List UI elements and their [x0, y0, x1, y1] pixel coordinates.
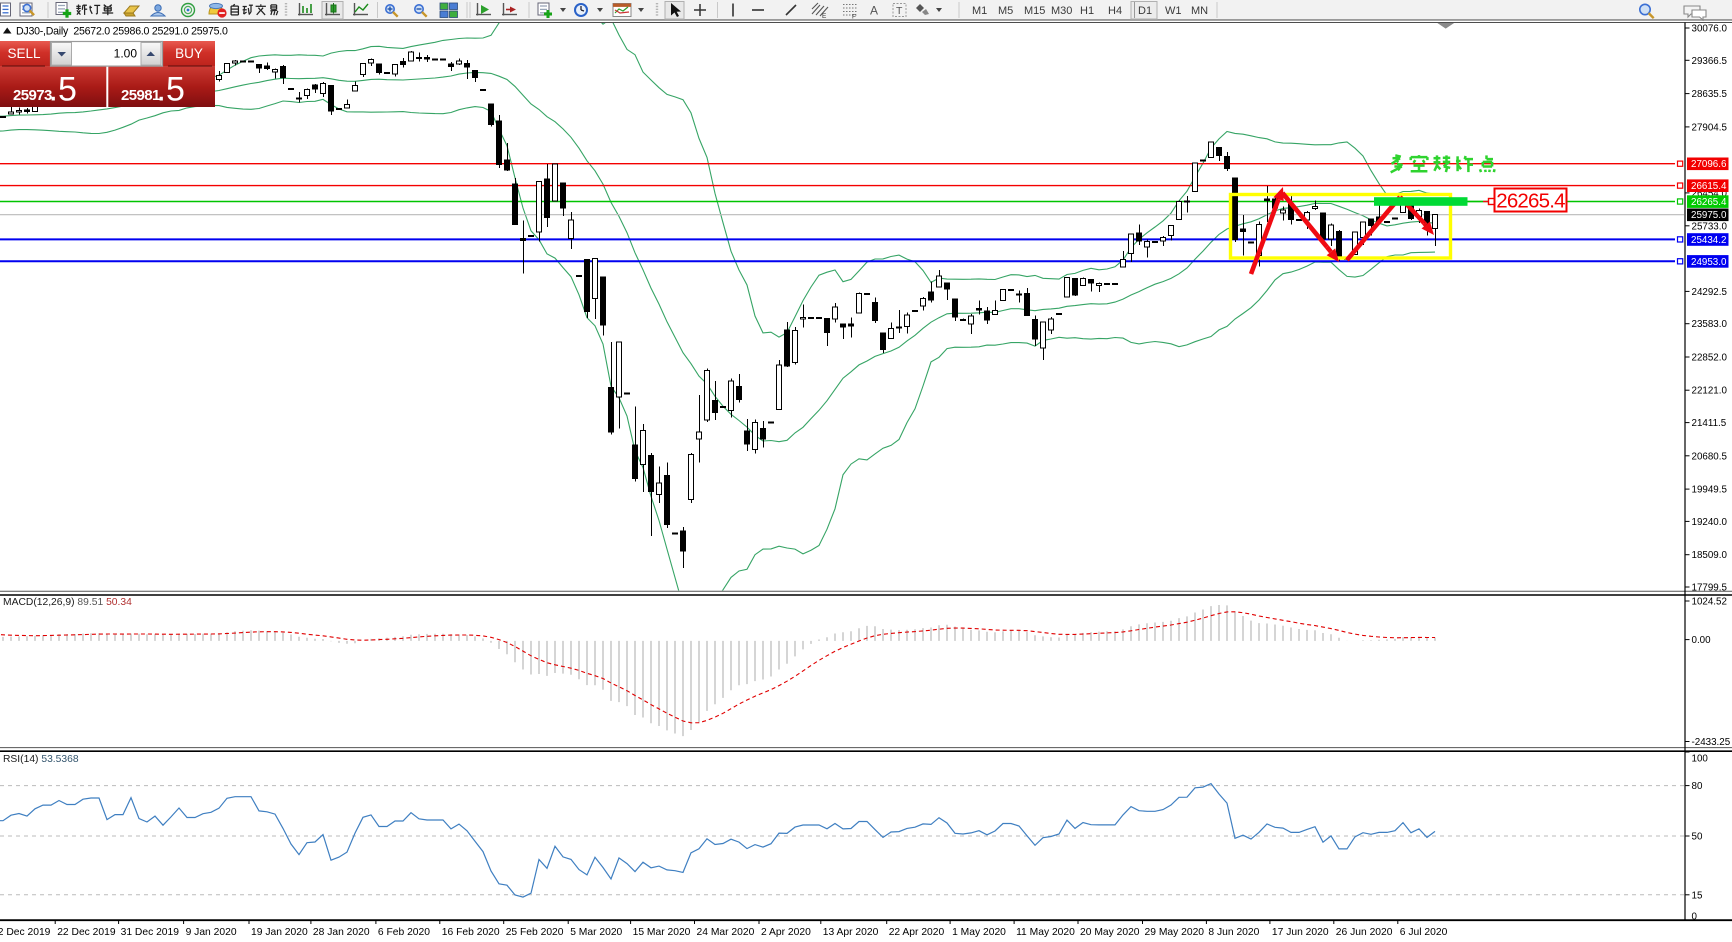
svg-text:SELL: SELL	[7, 46, 41, 61]
svg-text:1.00: 1.00	[114, 47, 138, 61]
svg-text:27904.5: 27904.5	[1692, 122, 1728, 133]
svg-text:13 Apr 2020: 13 Apr 2020	[823, 927, 879, 938]
svg-text:22852.0: 22852.0	[1692, 353, 1728, 364]
svg-text:20680.5: 20680.5	[1692, 451, 1728, 462]
svg-text:19 Jan 2020: 19 Jan 2020	[251, 927, 308, 938]
svg-text:DJ30-,Daily 25672.0 25986.0 2: DJ30-,Daily 25672.0 25986.0 25291.0 2597…	[16, 26, 228, 38]
svg-text:12 Dec 2019: 12 Dec 2019	[0, 927, 51, 938]
svg-text:T: T	[896, 5, 903, 17]
svg-text:31 Dec 2019: 31 Dec 2019	[121, 927, 180, 938]
svg-text:28635.5: 28635.5	[1692, 89, 1728, 100]
svg-text:80: 80	[1692, 781, 1703, 792]
svg-text:M15: M15	[1024, 5, 1045, 17]
svg-text:21411.5: 21411.5	[1692, 418, 1727, 429]
svg-text:.5: .5	[49, 71, 77, 109]
svg-text:26615.4: 26615.4	[1691, 181, 1727, 192]
svg-text:25981: 25981	[121, 87, 160, 104]
svg-text:RSI(14) 53.5368: RSI(14) 53.5368	[3, 754, 79, 765]
svg-text:M30: M30	[1051, 5, 1072, 17]
svg-text:19949.5: 19949.5	[1692, 485, 1728, 496]
svg-text:25975.0: 25975.0	[1691, 210, 1727, 221]
svg-text:M1: M1	[972, 5, 987, 17]
svg-text:50: 50	[1692, 832, 1703, 843]
svg-text:BUY: BUY	[175, 46, 203, 61]
svg-text:19240.0: 19240.0	[1692, 517, 1728, 528]
svg-text:25733.0: 25733.0	[1692, 221, 1728, 232]
svg-text:5 Mar 2020: 5 Mar 2020	[570, 927, 622, 938]
svg-text:24292.5: 24292.5	[1692, 287, 1728, 298]
svg-text:H4: H4	[1108, 5, 1122, 17]
svg-text:-2433.25: -2433.25	[1692, 737, 1731, 748]
svg-text:17799.5: 17799.5	[1692, 583, 1728, 594]
svg-text:25 Feb 2020: 25 Feb 2020	[506, 927, 564, 938]
svg-text:27096.6: 27096.6	[1691, 159, 1727, 170]
svg-text:MACD(12,26,9) 89.51 50.34: MACD(12,26,9) 89.51 50.34	[3, 597, 132, 608]
svg-text:18509.0: 18509.0	[1692, 550, 1728, 561]
svg-text:24953.0: 24953.0	[1691, 257, 1727, 268]
svg-text:MN: MN	[1191, 5, 1208, 17]
svg-text:16 Feb 2020: 16 Feb 2020	[442, 927, 500, 938]
svg-text:30076.0: 30076.0	[1692, 24, 1728, 35]
svg-text:E: E	[822, 13, 827, 20]
svg-text:29366.5: 29366.5	[1692, 56, 1728, 67]
svg-text:26265.4: 26265.4	[1691, 197, 1727, 208]
svg-text:0.00: 0.00	[1692, 635, 1712, 646]
svg-text:6 Feb 2020: 6 Feb 2020	[378, 927, 430, 938]
svg-text:25434.2: 25434.2	[1691, 235, 1726, 246]
svg-text:25973: 25973	[13, 87, 52, 104]
svg-text:100: 100	[1692, 754, 1709, 765]
svg-text:26265.4: 26265.4	[1496, 190, 1565, 213]
svg-text:H1: H1	[1080, 5, 1094, 17]
svg-text:0: 0	[1692, 912, 1698, 923]
svg-text:2 Apr 2020: 2 Apr 2020	[761, 927, 811, 938]
svg-text:1 May 2020: 1 May 2020	[952, 927, 1006, 938]
svg-text:F: F	[852, 14, 856, 21]
svg-text:.5: .5	[157, 71, 185, 109]
svg-text:6 Jul 2020: 6 Jul 2020	[1400, 927, 1448, 938]
svg-text:17 Jun 2020: 17 Jun 2020	[1272, 927, 1329, 938]
svg-text:26 Jun 2020: 26 Jun 2020	[1336, 927, 1393, 938]
svg-text:15 Mar 2020: 15 Mar 2020	[633, 927, 691, 938]
svg-text:M5: M5	[998, 5, 1013, 17]
svg-text:20 May 2020: 20 May 2020	[1080, 927, 1140, 938]
svg-text:26454.0: 26454.0	[1692, 188, 1728, 199]
svg-text:D1: D1	[1138, 5, 1152, 17]
svg-text:22121.0: 22121.0	[1692, 386, 1728, 397]
svg-text:A: A	[870, 4, 878, 18]
svg-text:11 May 2020: 11 May 2020	[1016, 927, 1075, 938]
svg-text:29 May 2020: 29 May 2020	[1145, 927, 1205, 938]
svg-text:9 Jan 2020: 9 Jan 2020	[186, 927, 237, 938]
svg-text:28 Jan 2020: 28 Jan 2020	[313, 927, 370, 938]
svg-text:8 Jun 2020: 8 Jun 2020	[1208, 927, 1259, 938]
svg-text:15: 15	[1692, 890, 1703, 901]
svg-text:1024.52: 1024.52	[1692, 597, 1727, 608]
svg-text:22 Dec 2019: 22 Dec 2019	[57, 927, 116, 938]
svg-text:23583.0: 23583.0	[1692, 319, 1728, 330]
svg-text:24 Mar 2020: 24 Mar 2020	[697, 927, 755, 938]
svg-text:22 Apr 2020: 22 Apr 2020	[889, 927, 945, 938]
svg-text:W1: W1	[1165, 5, 1182, 17]
